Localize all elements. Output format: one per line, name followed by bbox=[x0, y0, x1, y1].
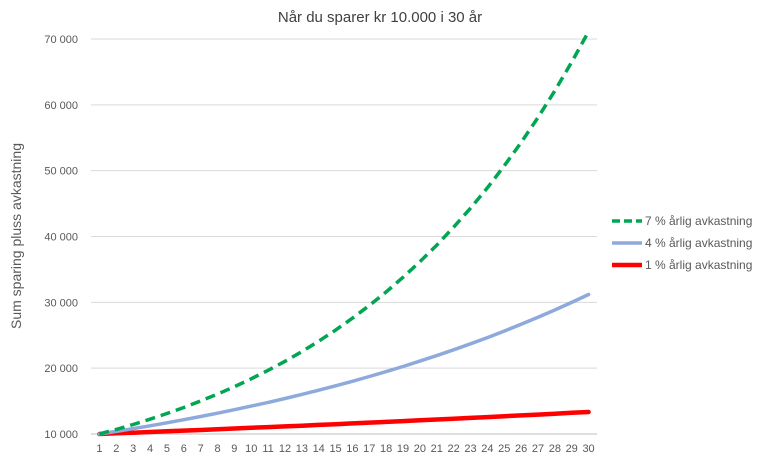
y-tick-label: 40 000 bbox=[44, 232, 78, 244]
x-tick-label: 26 bbox=[515, 443, 527, 455]
y-tick-label: 20 000 bbox=[44, 363, 78, 375]
legend-label: 7 % årlig avkastning bbox=[645, 214, 752, 228]
series-line bbox=[97, 292, 591, 436]
x-tick-label: 16 bbox=[346, 443, 358, 455]
y-tick-label: 70 000 bbox=[44, 34, 78, 46]
x-tick-label: 3 bbox=[130, 443, 136, 455]
x-tick-label: 14 bbox=[313, 443, 325, 455]
x-tick-label: 19 bbox=[397, 443, 409, 455]
y-tick-label: 30 000 bbox=[44, 297, 78, 309]
x-tick-label: 21 bbox=[431, 443, 443, 455]
x-tick-label: 2 bbox=[113, 443, 119, 455]
x-tick-label: 13 bbox=[296, 443, 308, 455]
x-tick-label: 17 bbox=[363, 443, 375, 455]
legend-label: 1 % årlig avkastning bbox=[645, 258, 752, 272]
y-axis-ticks: 10 000 20 000 30 000 40 000 50 000 60 000 70 0… bbox=[44, 34, 78, 441]
x-tick-label: 24 bbox=[481, 443, 493, 455]
x-tick-label: 22 bbox=[448, 443, 460, 455]
x-tick-label: 5 bbox=[164, 443, 170, 455]
y-tick-label: 50 000 bbox=[44, 166, 78, 178]
y-tick-label: 60 000 bbox=[44, 100, 78, 112]
x-tick-label: 23 bbox=[464, 443, 476, 455]
x-tick-label: 8 bbox=[214, 443, 220, 455]
x-tick-label: 4 bbox=[147, 443, 153, 455]
gridlines bbox=[91, 38, 597, 435]
x-tick-label: 6 bbox=[181, 443, 187, 455]
x-tick-label: 12 bbox=[279, 443, 291, 455]
series-lines bbox=[97, 30, 591, 437]
y-axis-title: Sum sparing pluss avkastning bbox=[8, 143, 24, 329]
x-tick-label: 1 bbox=[96, 443, 102, 455]
series-line bbox=[97, 409, 591, 437]
x-tick-label: 28 bbox=[549, 443, 561, 455]
x-tick-label: 15 bbox=[329, 443, 341, 455]
x-tick-label: 10 bbox=[245, 443, 257, 455]
x-tick-label: 18 bbox=[380, 443, 392, 455]
legend: 7 % årlig avkastning 4 % årlig avkastning… bbox=[612, 214, 752, 272]
chart-title: Når du sparer kr 10.000 i 30 år bbox=[278, 9, 482, 26]
series-line bbox=[98, 30, 591, 436]
x-tick-label: 25 bbox=[498, 443, 510, 455]
x-tick-label: 20 bbox=[414, 443, 426, 455]
x-tick-label: 9 bbox=[231, 443, 237, 455]
x-axis-ticks: 1 2 3 4 5 6 7 8 9 10 11 12 13 14 15 16 17 18 19 20 21 22 23 24 2… bbox=[96, 443, 594, 455]
legend-label: 4 % årlig avkastning bbox=[645, 236, 752, 250]
x-tick-label: 27 bbox=[532, 443, 544, 455]
x-tick-label: 29 bbox=[566, 443, 578, 455]
x-tick-label: 30 bbox=[582, 443, 594, 455]
x-tick-label: 11 bbox=[262, 443, 273, 455]
x-tick-label: 7 bbox=[198, 443, 204, 455]
y-tick-label: 10 000 bbox=[44, 429, 78, 441]
